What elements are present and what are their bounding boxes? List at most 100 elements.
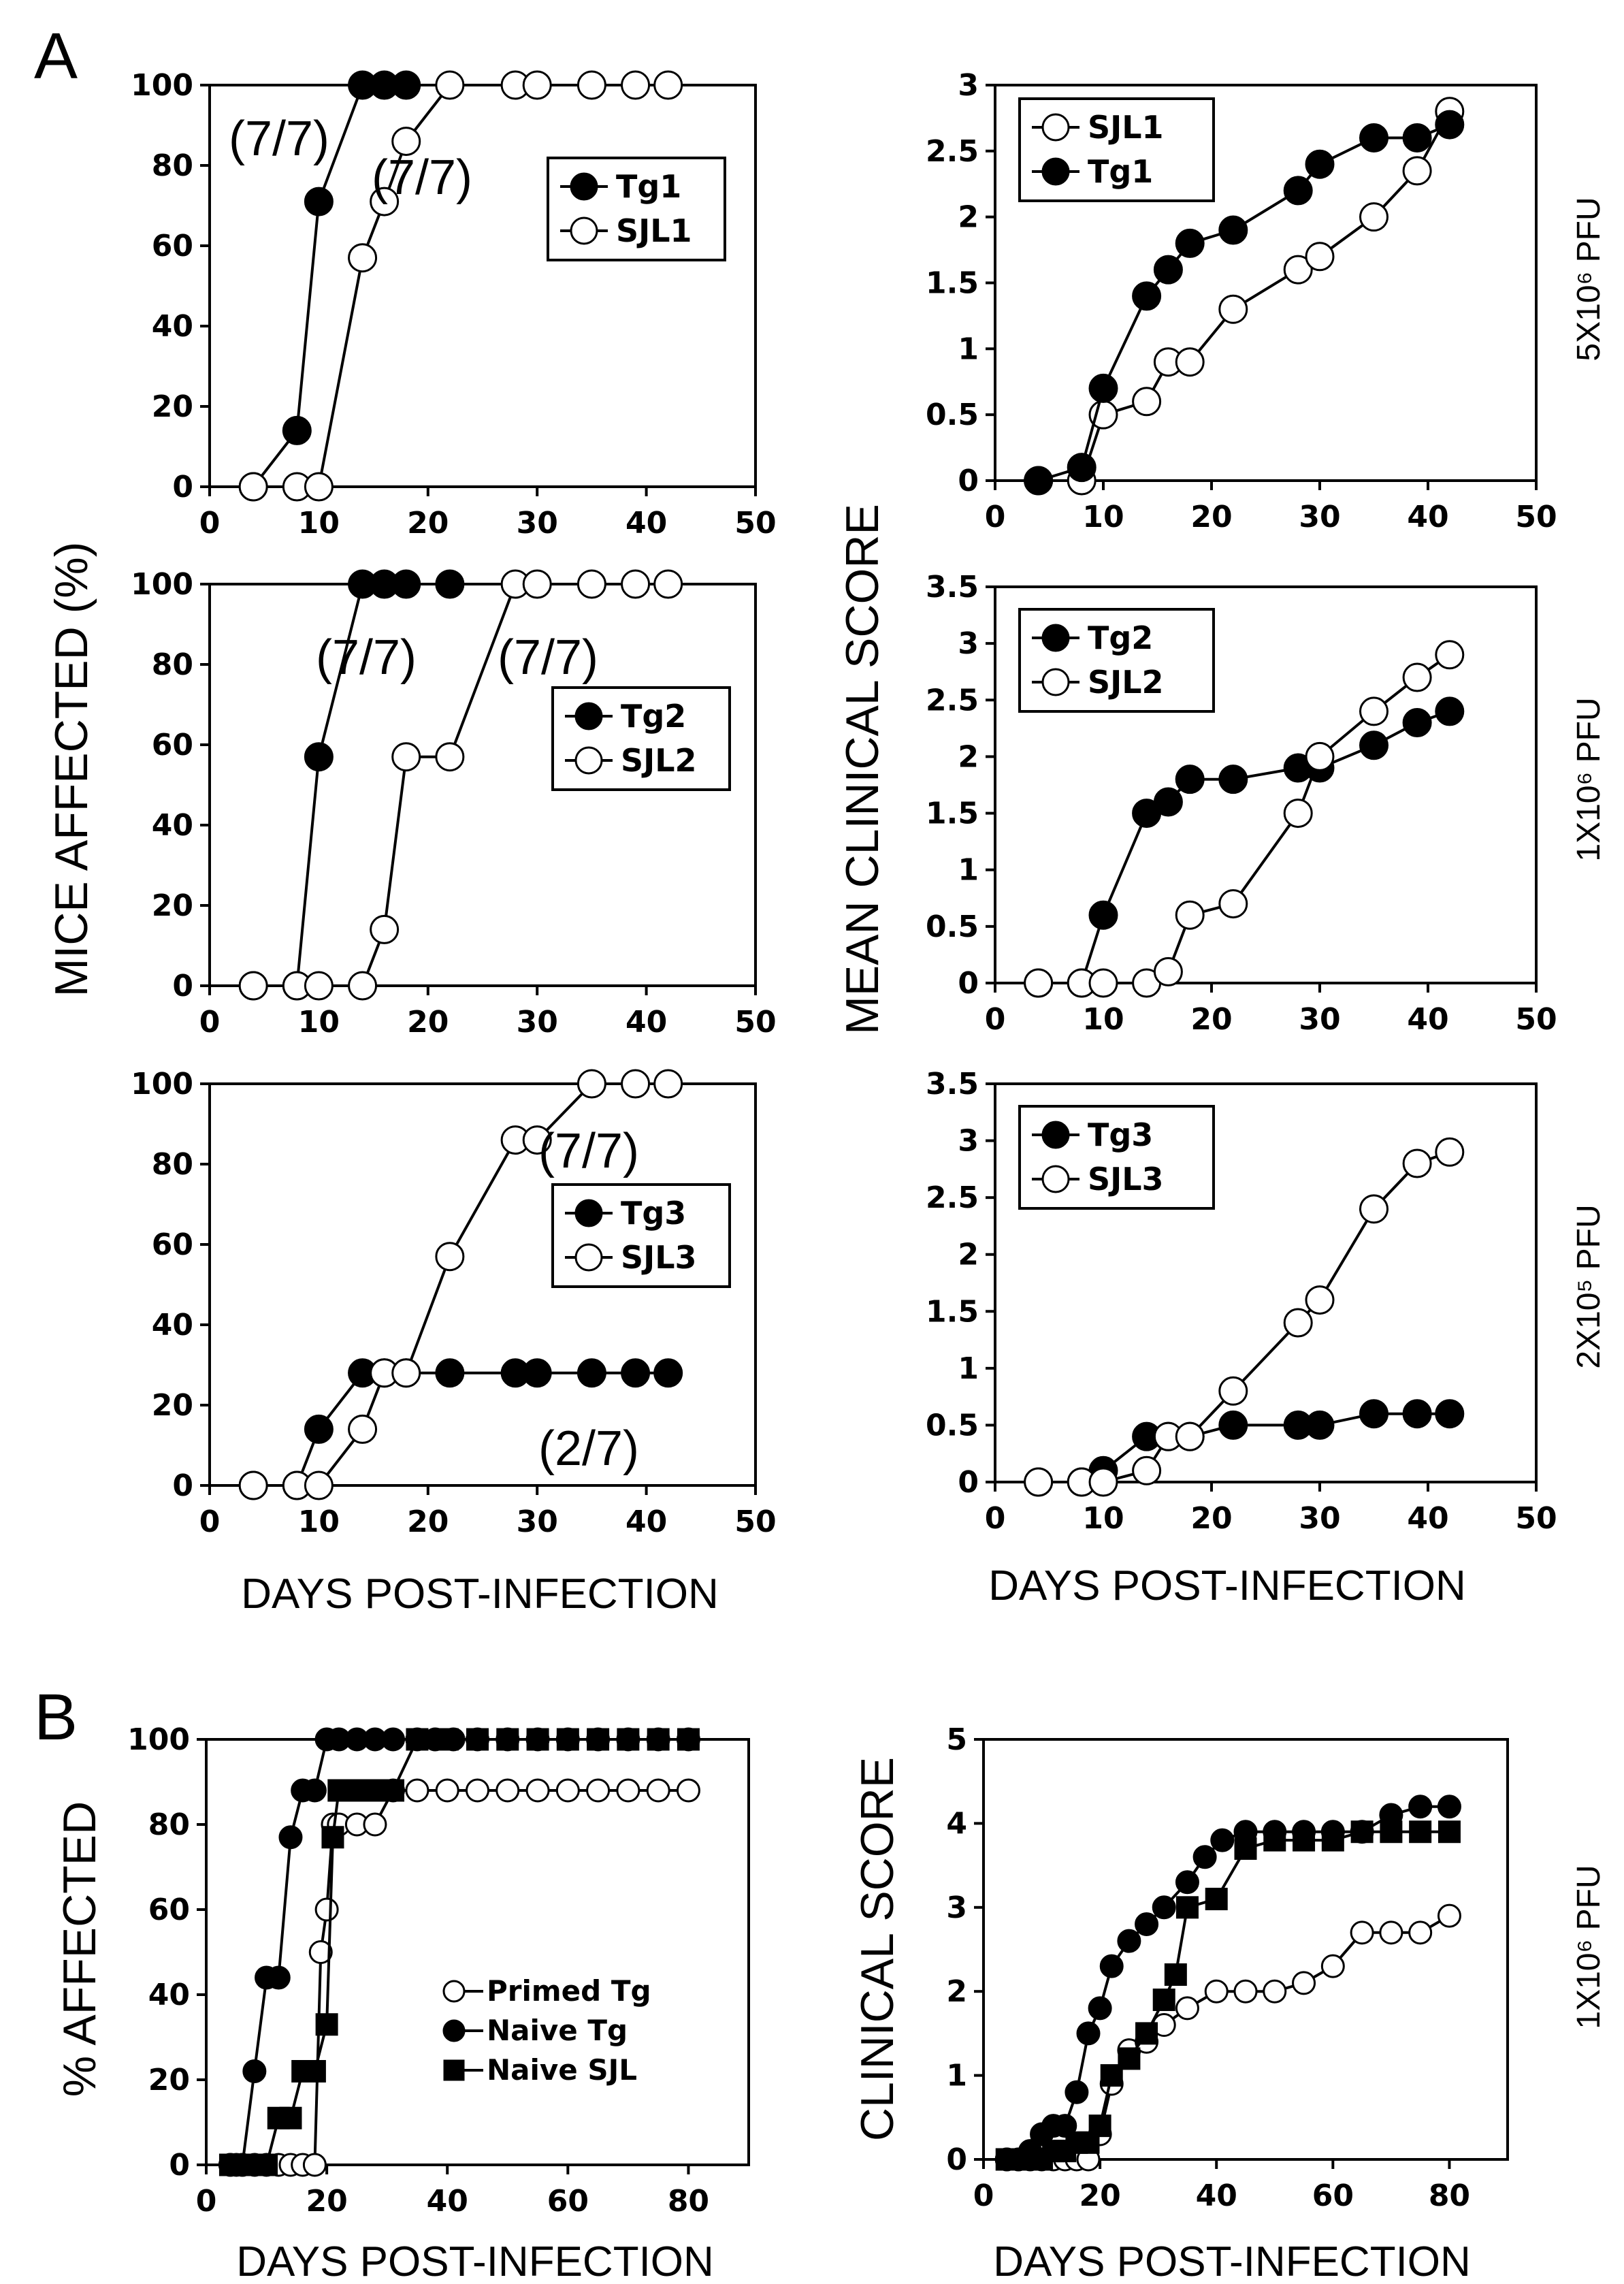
data-point	[363, 1812, 387, 1837]
data-point	[1218, 889, 1248, 919]
data-point	[653, 1358, 683, 1388]
data-point	[435, 70, 465, 100]
dose-label-3: 2X10⁵ PFU	[1571, 1204, 1607, 1368]
series-sjl2	[1024, 640, 1465, 998]
data-point	[1292, 1971, 1316, 1995]
ratio-annotation: (7/7)	[372, 150, 472, 205]
data-point	[1234, 1837, 1257, 1860]
data-point	[496, 1728, 519, 1751]
x-tick-label: 30	[1299, 1501, 1340, 1536]
chart-b1: 0 20 40 60 80 100 0 20 40 60 80 Primed Tg Naive Tg Na…	[127, 1722, 750, 2219]
data-point	[586, 1778, 611, 1803]
data-point	[1437, 1795, 1461, 1819]
y-tick-label: 0	[958, 966, 979, 1001]
y-tick-label: 1.5	[926, 797, 979, 831]
data-point	[1088, 968, 1118, 998]
y-tick-label: 20	[152, 389, 193, 424]
data-point	[522, 569, 552, 599]
x-tick-label: 40	[1196, 2178, 1237, 2213]
x-tick-label: 10	[298, 1505, 340, 1539]
legend-marker	[1041, 668, 1070, 696]
x-tick-label: 20	[1190, 500, 1232, 534]
x-tick-label: 20	[1190, 1002, 1232, 1037]
x-tick-label: 20	[407, 1505, 449, 1539]
legend-label: Tg3	[1088, 1116, 1153, 1153]
y-tick-label: 80	[152, 647, 193, 682]
y-tick-label: 60	[152, 728, 193, 762]
x-tick-label: 20	[407, 506, 449, 541]
ratio-annotation: (7/7)	[498, 630, 598, 685]
y-tick-label: 3.5	[926, 570, 979, 605]
data-point	[1175, 1870, 1199, 1895]
data-point	[1088, 1996, 1112, 2021]
x-tick-label: 0	[985, 500, 1006, 534]
data-point	[370, 914, 400, 944]
y-tick-label: 3	[958, 626, 979, 661]
data-point	[1379, 1920, 1403, 1945]
data-point	[238, 472, 268, 502]
data-point	[1175, 1996, 1199, 2021]
data-point	[381, 1727, 406, 1752]
data-point	[436, 1728, 459, 1751]
plot-frame	[994, 585, 1538, 984]
data-point	[576, 569, 606, 599]
data-point	[1283, 176, 1313, 206]
data-point	[621, 1358, 651, 1388]
panel-label-a: A	[34, 20, 78, 93]
legend: Tg2 SJL2	[551, 686, 731, 791]
legend-label: Tg2	[621, 698, 686, 735]
x-tick-label: 30	[517, 1505, 558, 1539]
legend: Tg1 SJL1	[547, 157, 726, 261]
b-left-xlabel: DAYS POST-INFECTION	[236, 2238, 714, 2284]
legend-marker	[574, 1243, 603, 1272]
data-point	[1088, 900, 1118, 930]
data-point	[1065, 2080, 1089, 2104]
x-tick-label: 0	[199, 506, 221, 541]
data-point	[304, 472, 334, 502]
y-tick-label: 0	[946, 2142, 967, 2177]
y-tick-label: 2	[946, 1974, 967, 2009]
x-tick-label: 50	[734, 1005, 776, 1040]
data-point	[282, 415, 312, 445]
y-tick-label: 40	[152, 309, 193, 344]
data-point	[345, 1779, 368, 1802]
y-tick-label: 5	[946, 1722, 967, 1757]
data-point	[391, 70, 421, 100]
y-tick-label: 20	[148, 2063, 190, 2097]
data-point	[587, 1728, 610, 1751]
y-tick-label: 0	[958, 1465, 979, 1500]
x-tick-label: 40	[1407, 1501, 1448, 1536]
y-tick-label: 60	[148, 1893, 190, 1927]
data-point	[576, 70, 606, 100]
x-tick-label: 0	[973, 2178, 994, 2213]
data-point	[406, 1728, 429, 1751]
y-tick-label: 2	[958, 200, 979, 235]
data-point	[1088, 1467, 1118, 1497]
data-point	[266, 1965, 291, 1990]
y-tick-label: 1.5	[926, 1294, 979, 1329]
ratio-annotation: (7/7)	[229, 112, 329, 166]
x-tick-label: 40	[427, 2184, 468, 2219]
x-tick-label: 30	[1299, 1002, 1340, 1037]
data-point	[1205, 1887, 1228, 1910]
y-tick-label: 1	[958, 1351, 979, 1386]
data-point	[370, 187, 400, 216]
data-point	[617, 1728, 640, 1751]
data-point	[1359, 696, 1388, 726]
x-tick-label: 0	[199, 1505, 221, 1539]
x-tick-label: 80	[1429, 2178, 1470, 2213]
data-point	[1438, 1820, 1461, 1844]
legend-marker	[1041, 624, 1070, 652]
y-tick-label: 2.5	[926, 1180, 979, 1215]
data-point	[1402, 1399, 1432, 1429]
data-point	[1135, 2022, 1158, 2045]
data-point	[1408, 1795, 1433, 1819]
series-line	[230, 1738, 689, 2166]
legend-marker	[574, 746, 603, 775]
plot-frame	[982, 1738, 1509, 2161]
data-point	[1088, 373, 1118, 403]
data-point	[676, 1778, 700, 1803]
data-point	[1435, 1137, 1465, 1167]
series-line	[1038, 710, 1450, 984]
x-tick-label: 40	[626, 1005, 667, 1040]
